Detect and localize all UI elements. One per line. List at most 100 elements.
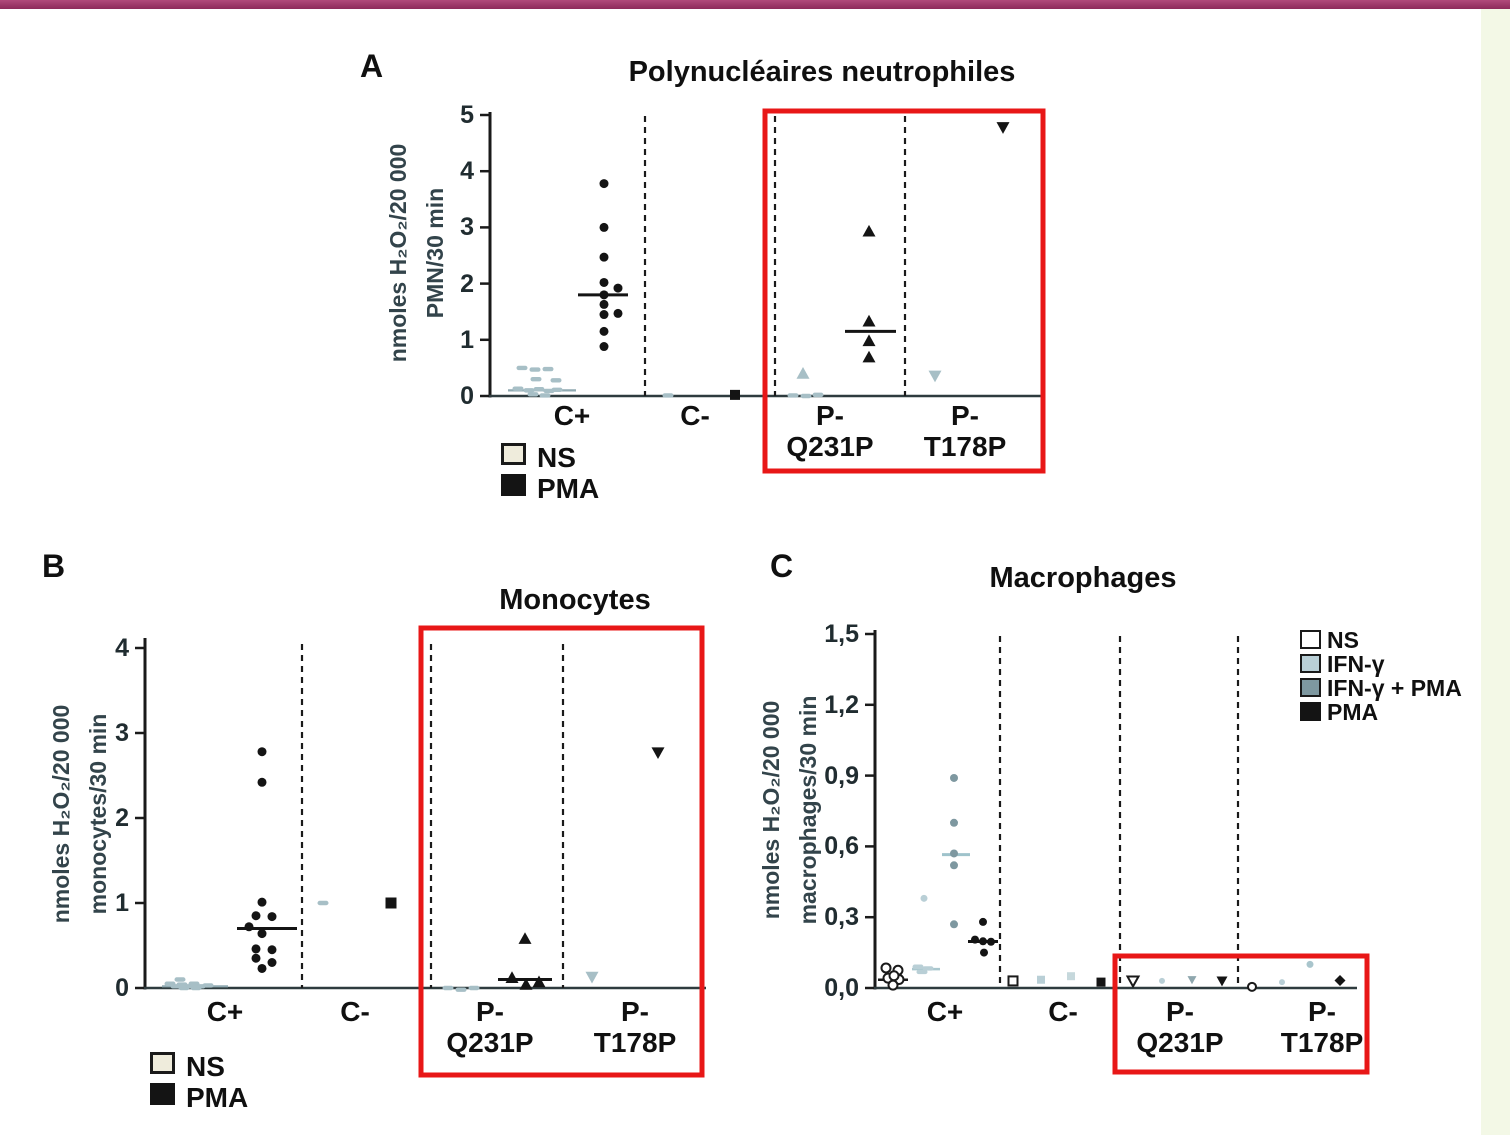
category-label-P-T178P: P- T178P xyxy=(923,400,1007,462)
legend-label-NS: NS xyxy=(1327,627,1359,653)
data-point xyxy=(928,370,942,383)
y-tick-label: 4 xyxy=(460,157,474,186)
legend-label-IFN-γ + PMA: IFN-γ + PMA xyxy=(1327,675,1462,701)
data-point xyxy=(1306,960,1314,968)
data-point xyxy=(550,378,562,383)
legend-swatch-PMA xyxy=(501,474,526,496)
y-tick-label: 4 xyxy=(115,634,129,662)
data-point xyxy=(996,122,1010,134)
data-point xyxy=(257,747,267,757)
data-point xyxy=(1187,976,1197,985)
category-label-P-Q231P: P- Q231P xyxy=(786,400,874,462)
data-point xyxy=(551,387,563,393)
data-point xyxy=(530,376,542,382)
highlight-box xyxy=(418,625,705,1078)
data-point xyxy=(599,222,609,232)
data-point xyxy=(880,962,892,974)
data-point xyxy=(257,929,267,939)
data-point xyxy=(1159,977,1165,984)
data-point xyxy=(539,393,551,398)
panel-letter-b: B xyxy=(42,548,66,584)
category-label-P-Q231P: P- Q231P xyxy=(446,996,534,1058)
data-point xyxy=(862,350,876,363)
panel-title-a: Polynucléaires neutrophiles xyxy=(628,56,1016,88)
data-point xyxy=(251,944,261,954)
data-point xyxy=(585,971,599,984)
data-point xyxy=(1067,972,1075,981)
y-tick-label: 2 xyxy=(460,269,474,298)
data-point xyxy=(599,179,609,189)
data-point xyxy=(533,387,545,392)
legend-swatch-IFN-γ + PMA xyxy=(1300,678,1321,697)
y-tick-label: 0 xyxy=(460,382,474,410)
data-point xyxy=(518,932,532,944)
category-label-P-Q231P: P- Q231P xyxy=(1136,996,1224,1058)
data-point xyxy=(244,922,254,932)
data-point xyxy=(887,979,899,991)
category-label-C-: C- xyxy=(1048,996,1078,1027)
y-tick-label: 0,9 xyxy=(824,761,859,790)
category-label-C+: C+ xyxy=(553,400,591,431)
data-point xyxy=(267,945,277,955)
journal-accent-bar xyxy=(0,0,1510,9)
data-point xyxy=(523,388,535,393)
data-point xyxy=(251,911,261,921)
category-label-P-T178P: P- T178P xyxy=(593,996,677,1058)
page-edge-strip xyxy=(1481,9,1510,1135)
y-axis-label-a: nmoles H₂O₂/20 000 PMN/30 min xyxy=(380,23,454,483)
data-point xyxy=(178,985,190,991)
y-tick-label: 0,0 xyxy=(824,974,859,1002)
data-point xyxy=(599,290,609,300)
data-point xyxy=(251,953,261,963)
legend-label-IFN-γ: IFN-γ xyxy=(1327,651,1385,677)
data-point xyxy=(651,747,665,760)
y-tick-label: 3 xyxy=(460,213,474,242)
data-point xyxy=(987,937,995,946)
data-point xyxy=(662,393,674,398)
y-tick-label: 3 xyxy=(115,719,129,747)
data-point xyxy=(796,367,810,379)
category-label-P-T178P: P- T178P xyxy=(1280,996,1364,1058)
legend-swatch-NS xyxy=(150,1052,175,1074)
legend-label-NS: NS xyxy=(186,1051,225,1082)
y-tick-label: 1,5 xyxy=(824,620,859,648)
y-tick-label: 0,3 xyxy=(824,903,859,932)
category-label-C-: C- xyxy=(680,400,710,431)
panel-title-c: Macrophages xyxy=(989,562,1177,594)
data-point xyxy=(532,975,546,988)
data-point xyxy=(512,386,524,391)
data-point xyxy=(950,818,958,827)
legend-label-PMA: PMA xyxy=(1327,699,1379,725)
y-tick-label: 1 xyxy=(460,325,474,354)
y-axis-label-c-line1: nmoles H₂O₂/20 000 xyxy=(758,700,784,920)
legend-label-PMA: PMA xyxy=(186,1082,249,1113)
data-point xyxy=(542,366,554,372)
data-point xyxy=(202,983,214,988)
data-point xyxy=(1334,974,1346,986)
y-tick-label: 0,6 xyxy=(824,832,859,861)
data-point xyxy=(920,894,928,902)
data-point xyxy=(257,777,267,787)
legend-label-NS: NS xyxy=(537,442,576,473)
data-point xyxy=(599,252,609,262)
panel-letter-c: C xyxy=(770,548,794,584)
highlight-box xyxy=(1112,953,1370,1075)
y-tick-label: 5 xyxy=(460,101,474,129)
data-point xyxy=(257,963,267,973)
data-point xyxy=(599,342,609,352)
data-point xyxy=(979,917,987,926)
data-point xyxy=(385,897,397,909)
data-point xyxy=(317,900,329,906)
panel-title-b: Monocytes xyxy=(499,584,651,616)
legend-swatch-NS xyxy=(501,443,526,465)
legend-swatch-PMA xyxy=(1300,702,1321,721)
data-point xyxy=(950,849,958,858)
data-point xyxy=(516,365,528,371)
data-point xyxy=(613,283,623,293)
data-point xyxy=(730,389,740,400)
data-point xyxy=(800,393,812,399)
data-point xyxy=(527,392,539,397)
data-point xyxy=(190,985,202,991)
data-point xyxy=(950,773,958,782)
data-point xyxy=(599,310,609,320)
